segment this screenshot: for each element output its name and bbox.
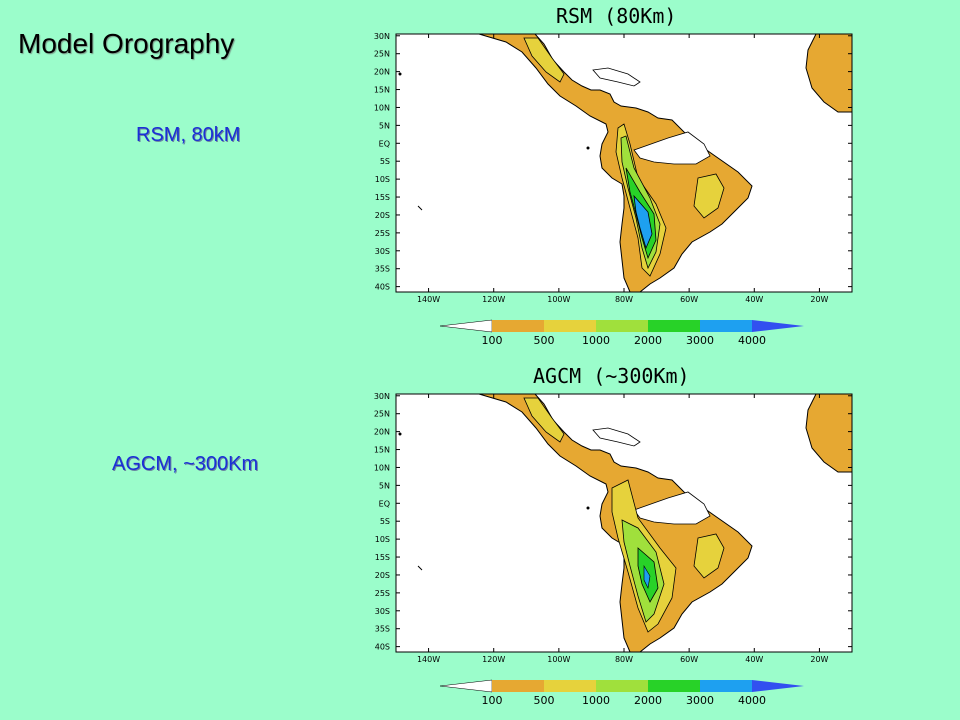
americas-landmass (478, 34, 753, 292)
lat-label: 30S (375, 607, 390, 616)
colorbar-level-label: 500 (534, 694, 555, 706)
andes-band-3000 (633, 194, 653, 250)
caribbean-sea (592, 427, 641, 447)
lon-label: 60W (680, 655, 698, 664)
colorbar-level-label: 4000 (738, 334, 766, 346)
lat-label: 25N (374, 50, 390, 59)
colorbar-level-label: 1000 (582, 694, 610, 706)
africa-landmass (805, 34, 852, 113)
colorbar-segment (492, 680, 544, 692)
lat-label: 30N (374, 32, 390, 41)
lon-label: 80W (615, 295, 633, 304)
agcm-colorbar: 100 500 1000 2000 3000 4000 (439, 679, 804, 706)
lat-label: 25N (374, 410, 390, 419)
colorbar-level-label: 2000 (634, 694, 662, 706)
hawaii-islands (398, 72, 402, 76)
slide-title: Model Orography (18, 28, 235, 59)
lat-label: 15N (374, 86, 390, 95)
amazon-lowland (633, 131, 711, 165)
colorbar-arrow-low (439, 319, 493, 333)
lat-label: 35S (375, 265, 390, 274)
lat-label: 25S (375, 229, 390, 238)
rsm-row-label: RSM, 80kM (136, 124, 241, 146)
colorbar-level-label: 4000 (738, 694, 766, 706)
lat-label: 40S (375, 643, 390, 652)
colorbar-segment (596, 680, 648, 692)
colorbar-arrow-low (439, 679, 493, 693)
lat-label: 30S (375, 247, 390, 256)
colorbar-segment (492, 320, 544, 332)
lon-label: 140W (417, 655, 440, 664)
mexican-plateau (523, 37, 565, 83)
lon-label: 40W (745, 295, 763, 304)
galapagos-islands (586, 506, 590, 510)
colorbar-segment (700, 680, 752, 692)
colorbar-segment (596, 320, 648, 332)
rsm-map-title: RSM (80Km) (556, 4, 677, 28)
colorbar-segment (544, 680, 596, 692)
colorbar-level-label: 1000 (582, 334, 610, 346)
andes-band-3000 (643, 564, 651, 589)
brazilian-highlands (693, 533, 725, 579)
mexican-plateau (523, 397, 565, 443)
colorbar-segment (648, 680, 700, 692)
agcm-map-title: AGCM (~300Km) (533, 364, 690, 388)
colorbar-segment (544, 320, 596, 332)
pacific-island (417, 205, 423, 211)
galapagos-islands (586, 146, 590, 150)
lat-label: 10N (374, 103, 390, 112)
rsm-colorbar: 100 500 1000 2000 3000 4000 (439, 319, 804, 346)
colorbar-arrow-high (752, 320, 804, 332)
lat-label: 10S (375, 175, 390, 184)
lat-label: 5N (379, 481, 390, 490)
colorbar-level-label: 2000 (634, 334, 662, 346)
lat-label: EQ (379, 499, 390, 508)
lon-label: 100W (547, 295, 570, 304)
lat-label: 20S (375, 571, 390, 580)
caribbean-sea (592, 67, 641, 87)
lat-label: 10N (374, 463, 390, 472)
lon-label: 140W (417, 295, 440, 304)
lon-label: 40W (745, 655, 763, 664)
lat-label: EQ (379, 139, 390, 148)
amazon-lowland (633, 491, 711, 525)
colorbar-segment (648, 320, 700, 332)
lat-label: 20S (375, 211, 390, 220)
rsm-orography-map: 30N 25N 20N 15N 10N 5N EQ 5S 10S 15S 20S 25S 30S 35S 4… (374, 32, 853, 304)
lat-label: 30N (374, 392, 390, 401)
colorbar-segment (700, 320, 752, 332)
colorbar-level-label: 500 (534, 334, 555, 346)
lat-label: 5N (379, 121, 390, 130)
colorbar-level-label: 100 (482, 694, 503, 706)
pacific-island (417, 565, 423, 571)
lat-label: 35S (375, 625, 390, 634)
lat-label: 20N (374, 428, 390, 437)
lon-label: 20W (810, 295, 828, 304)
lat-label: 15N (374, 446, 390, 455)
lat-label: 5S (380, 517, 390, 526)
brazilian-highlands (693, 173, 725, 219)
colorbar-level-label: 3000 (686, 334, 714, 346)
lat-label: 5S (380, 157, 390, 166)
lat-label: 15S (375, 193, 390, 202)
lon-label: 100W (547, 655, 570, 664)
lat-label: 40S (375, 283, 390, 292)
lon-label: 60W (680, 295, 698, 304)
lat-label: 25S (375, 589, 390, 598)
colorbar-arrow-high (752, 680, 804, 692)
lat-label: 20N (374, 68, 390, 77)
hawaii-islands (398, 432, 402, 436)
agcm-orography-map: 30N 25N 20N 15N 10N 5N EQ 5S 10S 15S 20S 25S 30S 35S 4… (374, 392, 853, 664)
lat-label: 15S (375, 553, 390, 562)
africa-landmass (805, 394, 852, 473)
lat-label: 10S (375, 535, 390, 544)
colorbar-level-label: 3000 (686, 694, 714, 706)
lon-label: 120W (482, 295, 505, 304)
lon-label: 20W (810, 655, 828, 664)
colorbar-level-label: 100 (482, 334, 503, 346)
lon-label: 80W (615, 655, 633, 664)
lon-label: 120W (482, 655, 505, 664)
agcm-row-label: AGCM, ~300Km (112, 453, 259, 475)
